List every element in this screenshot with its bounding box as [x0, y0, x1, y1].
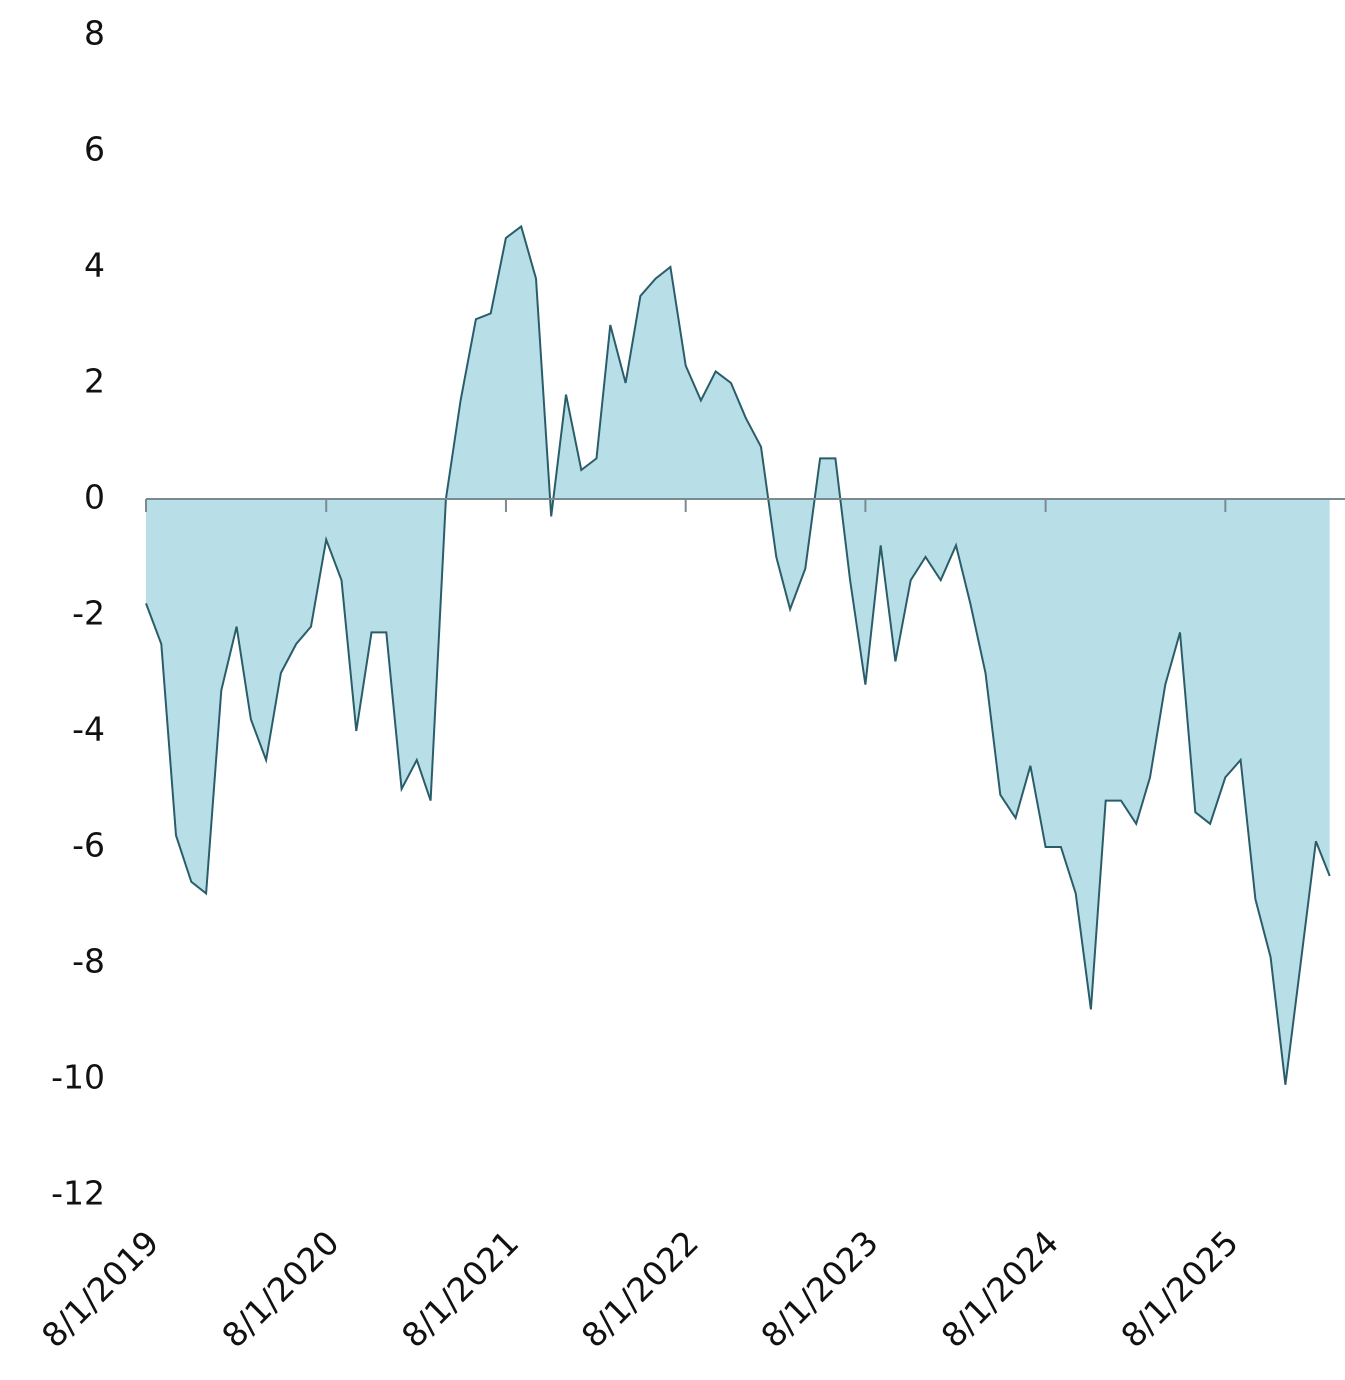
y-tick-label: -10: [51, 1058, 105, 1097]
y-tick-label: -2: [72, 594, 105, 633]
y-tick-label: -4: [72, 710, 105, 749]
x-tick-label: 8/1/2025: [1113, 1223, 1245, 1355]
x-tick-label: 8/1/2023: [753, 1223, 885, 1355]
y-tick-label: 2: [84, 362, 105, 401]
x-tick-label: 8/1/2020: [214, 1223, 346, 1355]
area-fill: [146, 226, 1330, 1085]
x-tick-label: 8/1/2021: [394, 1223, 526, 1355]
x-tick-label: 8/1/2024: [934, 1223, 1066, 1355]
y-tick-label: 0: [84, 478, 105, 517]
area-line: [145, 224, 1331, 1085]
x-tick-label: 8/1/2022: [574, 1223, 706, 1355]
y-tick-label: -12: [51, 1174, 105, 1213]
y-tick-label: 4: [84, 246, 105, 285]
y-tick-label: -6: [72, 826, 105, 865]
y-tick-label: 8: [84, 14, 105, 53]
y-tick-label: 6: [84, 130, 105, 169]
y-tick-label: -8: [72, 942, 105, 981]
x-tick-label: 8/1/2019: [34, 1223, 166, 1355]
